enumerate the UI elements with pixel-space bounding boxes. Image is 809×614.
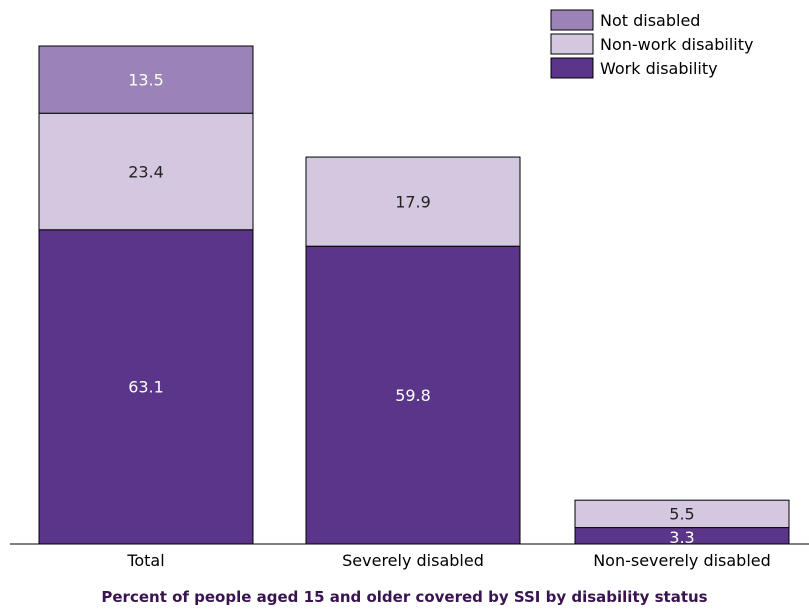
- bar-non-severely-disabled-non-work-disability-label: 5.5: [669, 505, 694, 524]
- legend-swatch-work-disability: [550, 57, 594, 79]
- legend: Not disabled Non-work disability Work disa…: [550, 9, 753, 79]
- bar-total-work-disability-label: 63.1: [128, 378, 164, 397]
- chart-caption: Percent of people aged 15 and older cove…: [101, 588, 708, 606]
- bar-severely-disabled-work-disability: [305, 245, 521, 545]
- legend-label-not-disabled: Not disabled: [600, 11, 700, 30]
- legend-label-work-disability: Work disability: [600, 59, 718, 78]
- bar-non-severely-disabled-work-disability-label: 3.3: [669, 528, 694, 547]
- legend-label-non-work-disability: Non-work disability: [600, 35, 753, 54]
- x-tick-total: Total: [126, 551, 164, 570]
- x-tick-severely-disabled: Severely disabled: [342, 551, 484, 570]
- x-tick-non-severely-disabled: Non-severely disabled: [593, 551, 771, 570]
- bars-group: 63.1 23.4 13.5 59.8 17.9 3.3 5.5: [38, 45, 790, 547]
- bar-total-non-work-disability-label: 23.4: [128, 162, 164, 181]
- bar-total-not-disabled: [38, 45, 254, 114]
- bar-severely-disabled-non-work-disability: [305, 156, 521, 247]
- bar-total-non-work-disability: [38, 112, 254, 231]
- x-tick-labels: Total Severely disabled Non-severely disab…: [126, 551, 770, 570]
- legend-swatch-not-disabled: [550, 9, 594, 31]
- bar-non-severely-disabled-non-work-disability: [574, 499, 790, 529]
- bar-severely-disabled-work-disability-label: 59.8: [395, 386, 431, 405]
- bar-total-not-disabled-label: 13.5: [128, 70, 164, 89]
- bar-severely-disabled-non-work-disability-label: 17.9: [395, 192, 431, 211]
- legend-swatch-non-work-disability: [550, 33, 594, 55]
- bar-total-work-disability: [38, 229, 254, 545]
